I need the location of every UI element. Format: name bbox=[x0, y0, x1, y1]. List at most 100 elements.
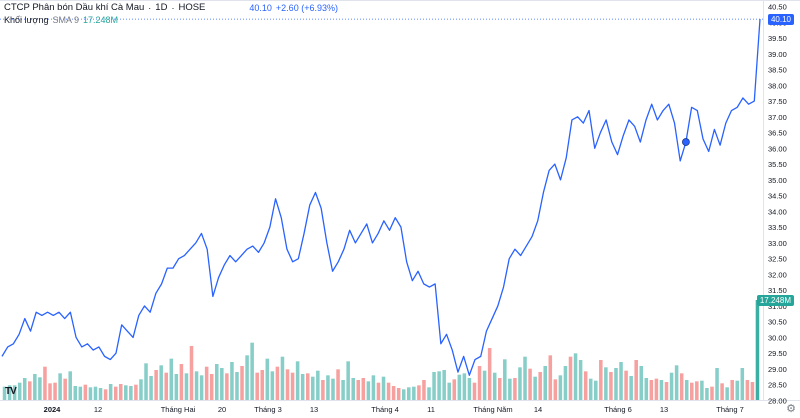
volume-bar bbox=[270, 371, 275, 400]
legend-volume-row[interactable]: Khối lượng SMA 9 17.248M bbox=[4, 14, 338, 26]
volume-bar bbox=[639, 366, 644, 400]
price-line-series bbox=[1, 19, 761, 376]
volume-bar bbox=[285, 369, 290, 400]
volume-bar bbox=[533, 376, 537, 400]
volume-bar bbox=[710, 386, 714, 400]
volume-bar bbox=[568, 356, 573, 400]
volume-bar bbox=[260, 370, 265, 400]
volume-bar bbox=[513, 378, 517, 400]
volume-bar bbox=[391, 386, 396, 400]
time-tick-label: 13 bbox=[310, 405, 318, 414]
volume-bar bbox=[401, 389, 406, 400]
volume-bar bbox=[578, 360, 583, 400]
volume-bar bbox=[745, 380, 750, 400]
price-tick-label: 29.50 bbox=[768, 349, 787, 358]
volume-bar bbox=[518, 367, 522, 400]
volume-bar bbox=[331, 378, 335, 400]
volume-bar bbox=[326, 375, 330, 400]
time-axis[interactable]: 2024 12 Tháng Hai 20 Tháng 3 13 Tháng 4 11 Tháng… bbox=[44, 405, 744, 414]
volume-bar bbox=[730, 380, 734, 400]
volume-bar bbox=[654, 378, 659, 400]
volume-bar bbox=[407, 387, 411, 400]
volume-bar bbox=[103, 389, 108, 400]
volume-bar bbox=[538, 372, 542, 400]
price-tick-label: 28.00 bbox=[768, 397, 787, 406]
volume-bar bbox=[149, 376, 153, 400]
volume-bar bbox=[386, 382, 391, 400]
volume-bar bbox=[695, 381, 699, 400]
volume-bar bbox=[659, 380, 664, 400]
volume-bar bbox=[619, 362, 623, 400]
price-axis[interactable]: 40.5040.0039.5039.0038.5038.0037.5037.00… bbox=[768, 3, 787, 406]
volume-bar bbox=[629, 376, 633, 400]
volume-bar bbox=[336, 369, 340, 400]
time-tick-label: 14 bbox=[534, 405, 542, 414]
volume-bar bbox=[599, 360, 603, 400]
legend-separator: · bbox=[148, 3, 152, 13]
volume-bar bbox=[124, 385, 128, 400]
price-tick-label: 36.00 bbox=[768, 144, 787, 153]
volume-bar bbox=[78, 386, 83, 400]
volume-bar bbox=[144, 363, 148, 400]
volume-bar bbox=[684, 380, 689, 400]
price-tick-label: 37.50 bbox=[768, 97, 787, 106]
volume-bar bbox=[321, 380, 325, 400]
volume-bar bbox=[492, 372, 497, 400]
volume-bar bbox=[174, 374, 179, 400]
volume-bar bbox=[497, 378, 502, 400]
volume-bar bbox=[664, 382, 669, 400]
gear-icon[interactable]: ⚙ bbox=[786, 403, 796, 415]
volume-bar bbox=[204, 366, 209, 400]
volume-bar bbox=[255, 372, 259, 400]
volume-bar bbox=[134, 384, 138, 400]
volume-bar bbox=[225, 373, 229, 400]
legend-symbol-row[interactable]: CTCP Phân bón Dầu khí Cà Mau · 1D · HOSE… bbox=[4, 2, 338, 14]
price-tick-label: 31.50 bbox=[768, 286, 787, 295]
volume-bar bbox=[583, 371, 588, 400]
price-tick-label: 40.50 bbox=[768, 3, 787, 12]
time-tick-label: Tháng 4 bbox=[371, 405, 399, 414]
volume-bar bbox=[725, 387, 729, 400]
volume-bar bbox=[33, 374, 37, 400]
price-tick-label: 39.50 bbox=[768, 34, 787, 43]
last-price-badge: 40.10 bbox=[767, 13, 794, 25]
volume-bar bbox=[553, 379, 558, 400]
volume-bar bbox=[83, 384, 88, 400]
volume-bar bbox=[558, 375, 563, 400]
price-tick-label: 34.50 bbox=[768, 192, 787, 201]
volume-bar bbox=[98, 388, 103, 400]
volume-bar bbox=[396, 388, 401, 400]
volume-bar bbox=[48, 383, 52, 400]
crosshair-dot bbox=[682, 138, 690, 146]
time-tick-label: 11 bbox=[427, 405, 435, 414]
volume-bar bbox=[265, 358, 270, 400]
volume-bar bbox=[194, 371, 199, 400]
legend-separator: · bbox=[171, 3, 175, 13]
price-change-value: +2.60 (+6.93%) bbox=[275, 3, 338, 13]
volume-bar bbox=[361, 378, 366, 400]
volume-bar bbox=[543, 366, 547, 400]
time-tick-label: 20 bbox=[218, 405, 226, 414]
volume-bar bbox=[649, 380, 654, 400]
volume-bar bbox=[184, 373, 189, 400]
price-tick-label: 36.50 bbox=[768, 129, 787, 138]
volume-bar bbox=[705, 388, 709, 400]
tradingview-logo[interactable]: TV bbox=[5, 386, 17, 397]
volume-bar bbox=[750, 382, 755, 400]
price-tick-label: 28.50 bbox=[768, 381, 787, 390]
volume-bar bbox=[290, 372, 295, 400]
time-tick-label: 2024 bbox=[44, 405, 62, 414]
volume-bar bbox=[690, 382, 694, 400]
volume-bar bbox=[17, 382, 22, 400]
volume-bar bbox=[422, 380, 426, 400]
volume-bar bbox=[437, 371, 441, 400]
volume-bar bbox=[215, 364, 219, 400]
volume-bar bbox=[447, 382, 451, 400]
price-tick-label: 38.00 bbox=[768, 81, 787, 90]
volume-bar bbox=[462, 373, 467, 400]
volume-bar bbox=[634, 360, 638, 400]
volume-bar bbox=[38, 377, 42, 400]
volume-bar bbox=[614, 368, 618, 400]
volume-bar bbox=[169, 358, 174, 400]
